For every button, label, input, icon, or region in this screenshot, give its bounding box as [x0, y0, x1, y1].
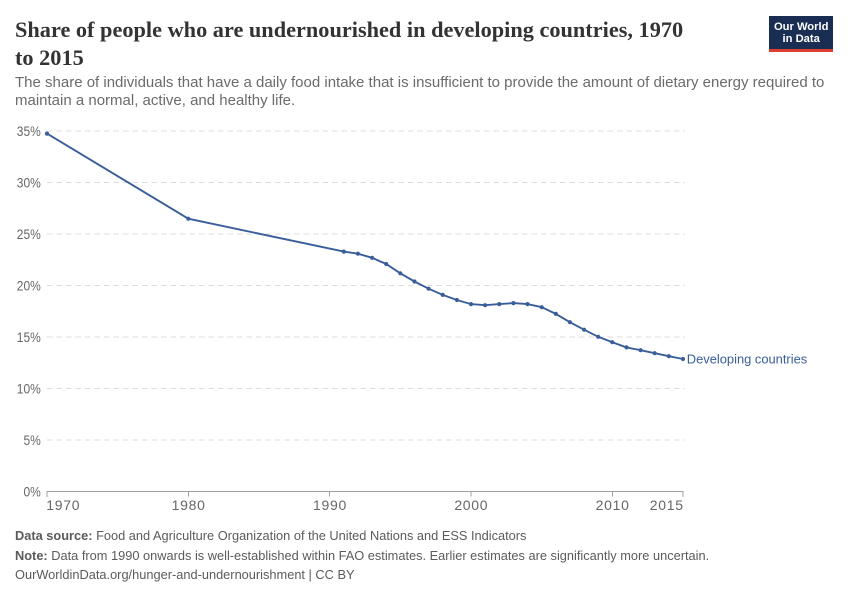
svg-text:Developing countries: Developing countries — [687, 352, 807, 367]
svg-text:1980: 1980 — [172, 497, 206, 513]
svg-text:15%: 15% — [17, 329, 41, 345]
svg-text:2000: 2000 — [454, 497, 488, 513]
svg-text:5%: 5% — [23, 432, 41, 448]
svg-text:2015: 2015 — [650, 497, 684, 513]
svg-text:35%: 35% — [17, 123, 41, 139]
svg-text:1970: 1970 — [46, 497, 80, 513]
svg-text:0%: 0% — [23, 483, 41, 499]
svg-text:2010: 2010 — [596, 497, 630, 513]
svg-text:20%: 20% — [17, 278, 41, 294]
svg-text:30%: 30% — [17, 175, 41, 191]
svg-text:25%: 25% — [17, 226, 41, 242]
svg-text:1990: 1990 — [313, 497, 347, 513]
svg-text:10%: 10% — [17, 381, 41, 397]
